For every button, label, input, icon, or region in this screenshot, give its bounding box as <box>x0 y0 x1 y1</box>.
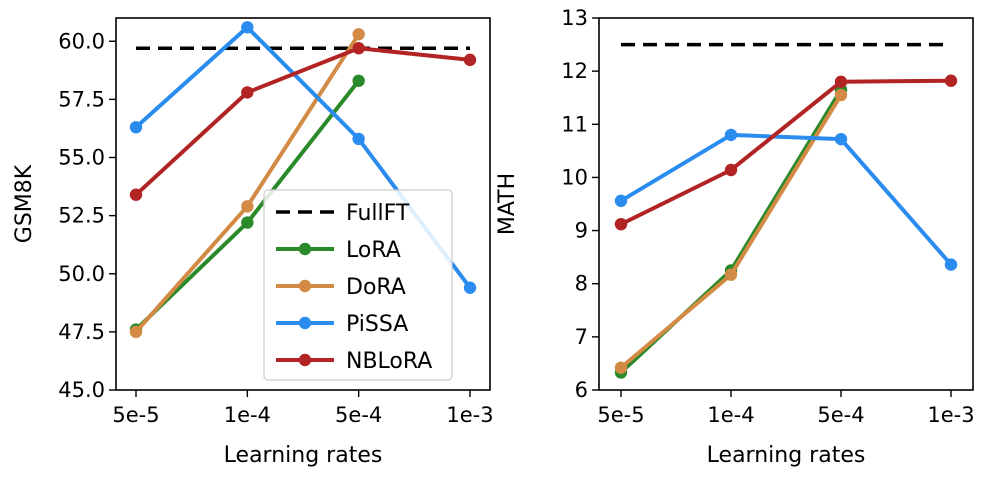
data-point-pissa <box>352 132 365 146</box>
data-point-pissa <box>614 194 628 208</box>
data-point-nblora <box>834 75 848 88</box>
data-point-dora <box>241 200 254 213</box>
data-point-pissa <box>129 121 143 134</box>
data-point-nblora <box>129 188 143 201</box>
legend-label-lora: LoRA <box>346 238 401 263</box>
x-tick-label: 5e-4 <box>335 403 382 427</box>
legend-label-pissa: PiSSA <box>346 312 408 337</box>
legend-marker-dora <box>298 279 312 293</box>
series-line-nblora <box>619 78 953 227</box>
y-tick-label: 11 <box>561 112 588 136</box>
data-point-nblora <box>463 53 477 67</box>
plot-area-frame <box>115 17 491 391</box>
y-tick-label: 13 <box>561 6 588 30</box>
y-axis-label: GSM8K <box>12 164 37 243</box>
data-point-nblora <box>614 217 628 231</box>
y-tick-label: 60.0 <box>58 29 105 53</box>
y-tick-label: 12 <box>561 59 588 83</box>
data-point-dora <box>352 28 365 41</box>
data-point-pissa <box>724 128 738 142</box>
chart-legend: FullFT LoRA DoRA PiSSA NBLoRA <box>263 189 453 381</box>
series-line-pissa <box>619 132 953 267</box>
data-point-nblora <box>352 42 365 55</box>
chart-panel-math: 6 7 8 9 10 11 12 13 5e-5 1e-4 5e-4 1e-3 Learning rat… <box>495 6 975 468</box>
legend-marker-lora <box>298 242 312 256</box>
plot-area-frame <box>598 17 974 391</box>
legend-label-fullft: FullFT <box>346 201 410 226</box>
data-point-dora <box>129 325 143 339</box>
x-axis-label: Learning rates <box>707 443 866 468</box>
data-point-pissa <box>834 132 848 146</box>
x-tick-label: 5e-5 <box>597 403 644 427</box>
data-point-nblora <box>241 86 254 99</box>
y-tick-label: 8 <box>575 272 588 296</box>
data-point-pissa <box>463 281 477 294</box>
y-tick-label: 47.5 <box>58 320 105 344</box>
y-tick-label: 6 <box>575 378 588 402</box>
data-point-dora <box>614 361 628 374</box>
y-tick-label: 7 <box>575 325 588 349</box>
y-tick-label: 57.5 <box>58 87 105 111</box>
y-tick-label: 55.0 <box>58 146 105 170</box>
data-point-pissa <box>944 258 958 271</box>
series-line-nblora <box>134 46 472 197</box>
data-point-nblora <box>944 74 958 87</box>
y-axis-label: MATH <box>495 173 520 235</box>
data-point-lora <box>241 216 254 229</box>
x-tick-label: 1e-3 <box>446 403 493 427</box>
y-tick-label: 9 <box>575 219 588 243</box>
x-tick-label: 1e-4 <box>224 403 271 427</box>
y-tick-label: 52.5 <box>58 204 105 228</box>
data-point-pissa <box>241 21 254 34</box>
legend-label-dora: DoRA <box>346 275 406 300</box>
y-tick-label: 45.0 <box>58 378 105 402</box>
legend-marker-nblora <box>298 353 312 367</box>
y-tick-label: 10 <box>561 165 588 189</box>
x-tick-label: 5e-5 <box>112 403 159 427</box>
x-tick-label: 1e-3 <box>927 403 974 427</box>
x-tick-label: 1e-4 <box>707 403 754 427</box>
legend-frame <box>263 189 453 381</box>
legend-label-nblora: NBLoRA <box>346 349 432 374</box>
data-point-dora <box>724 268 738 281</box>
legend-marker-pissa <box>298 316 312 330</box>
chart-panel-gsm8k: 45.0 47.5 50.0 52.5 55.0 57.5 60.0 5e-5 1e-4 5e-4… <box>12 17 494 468</box>
data-point-nblora <box>724 163 738 177</box>
data-point-dora <box>834 88 848 102</box>
x-tick-label: 5e-4 <box>817 403 864 427</box>
x-axis-label: Learning rates <box>224 443 383 468</box>
data-point-lora <box>352 74 365 87</box>
y-tick-label: 50.0 <box>58 262 105 286</box>
